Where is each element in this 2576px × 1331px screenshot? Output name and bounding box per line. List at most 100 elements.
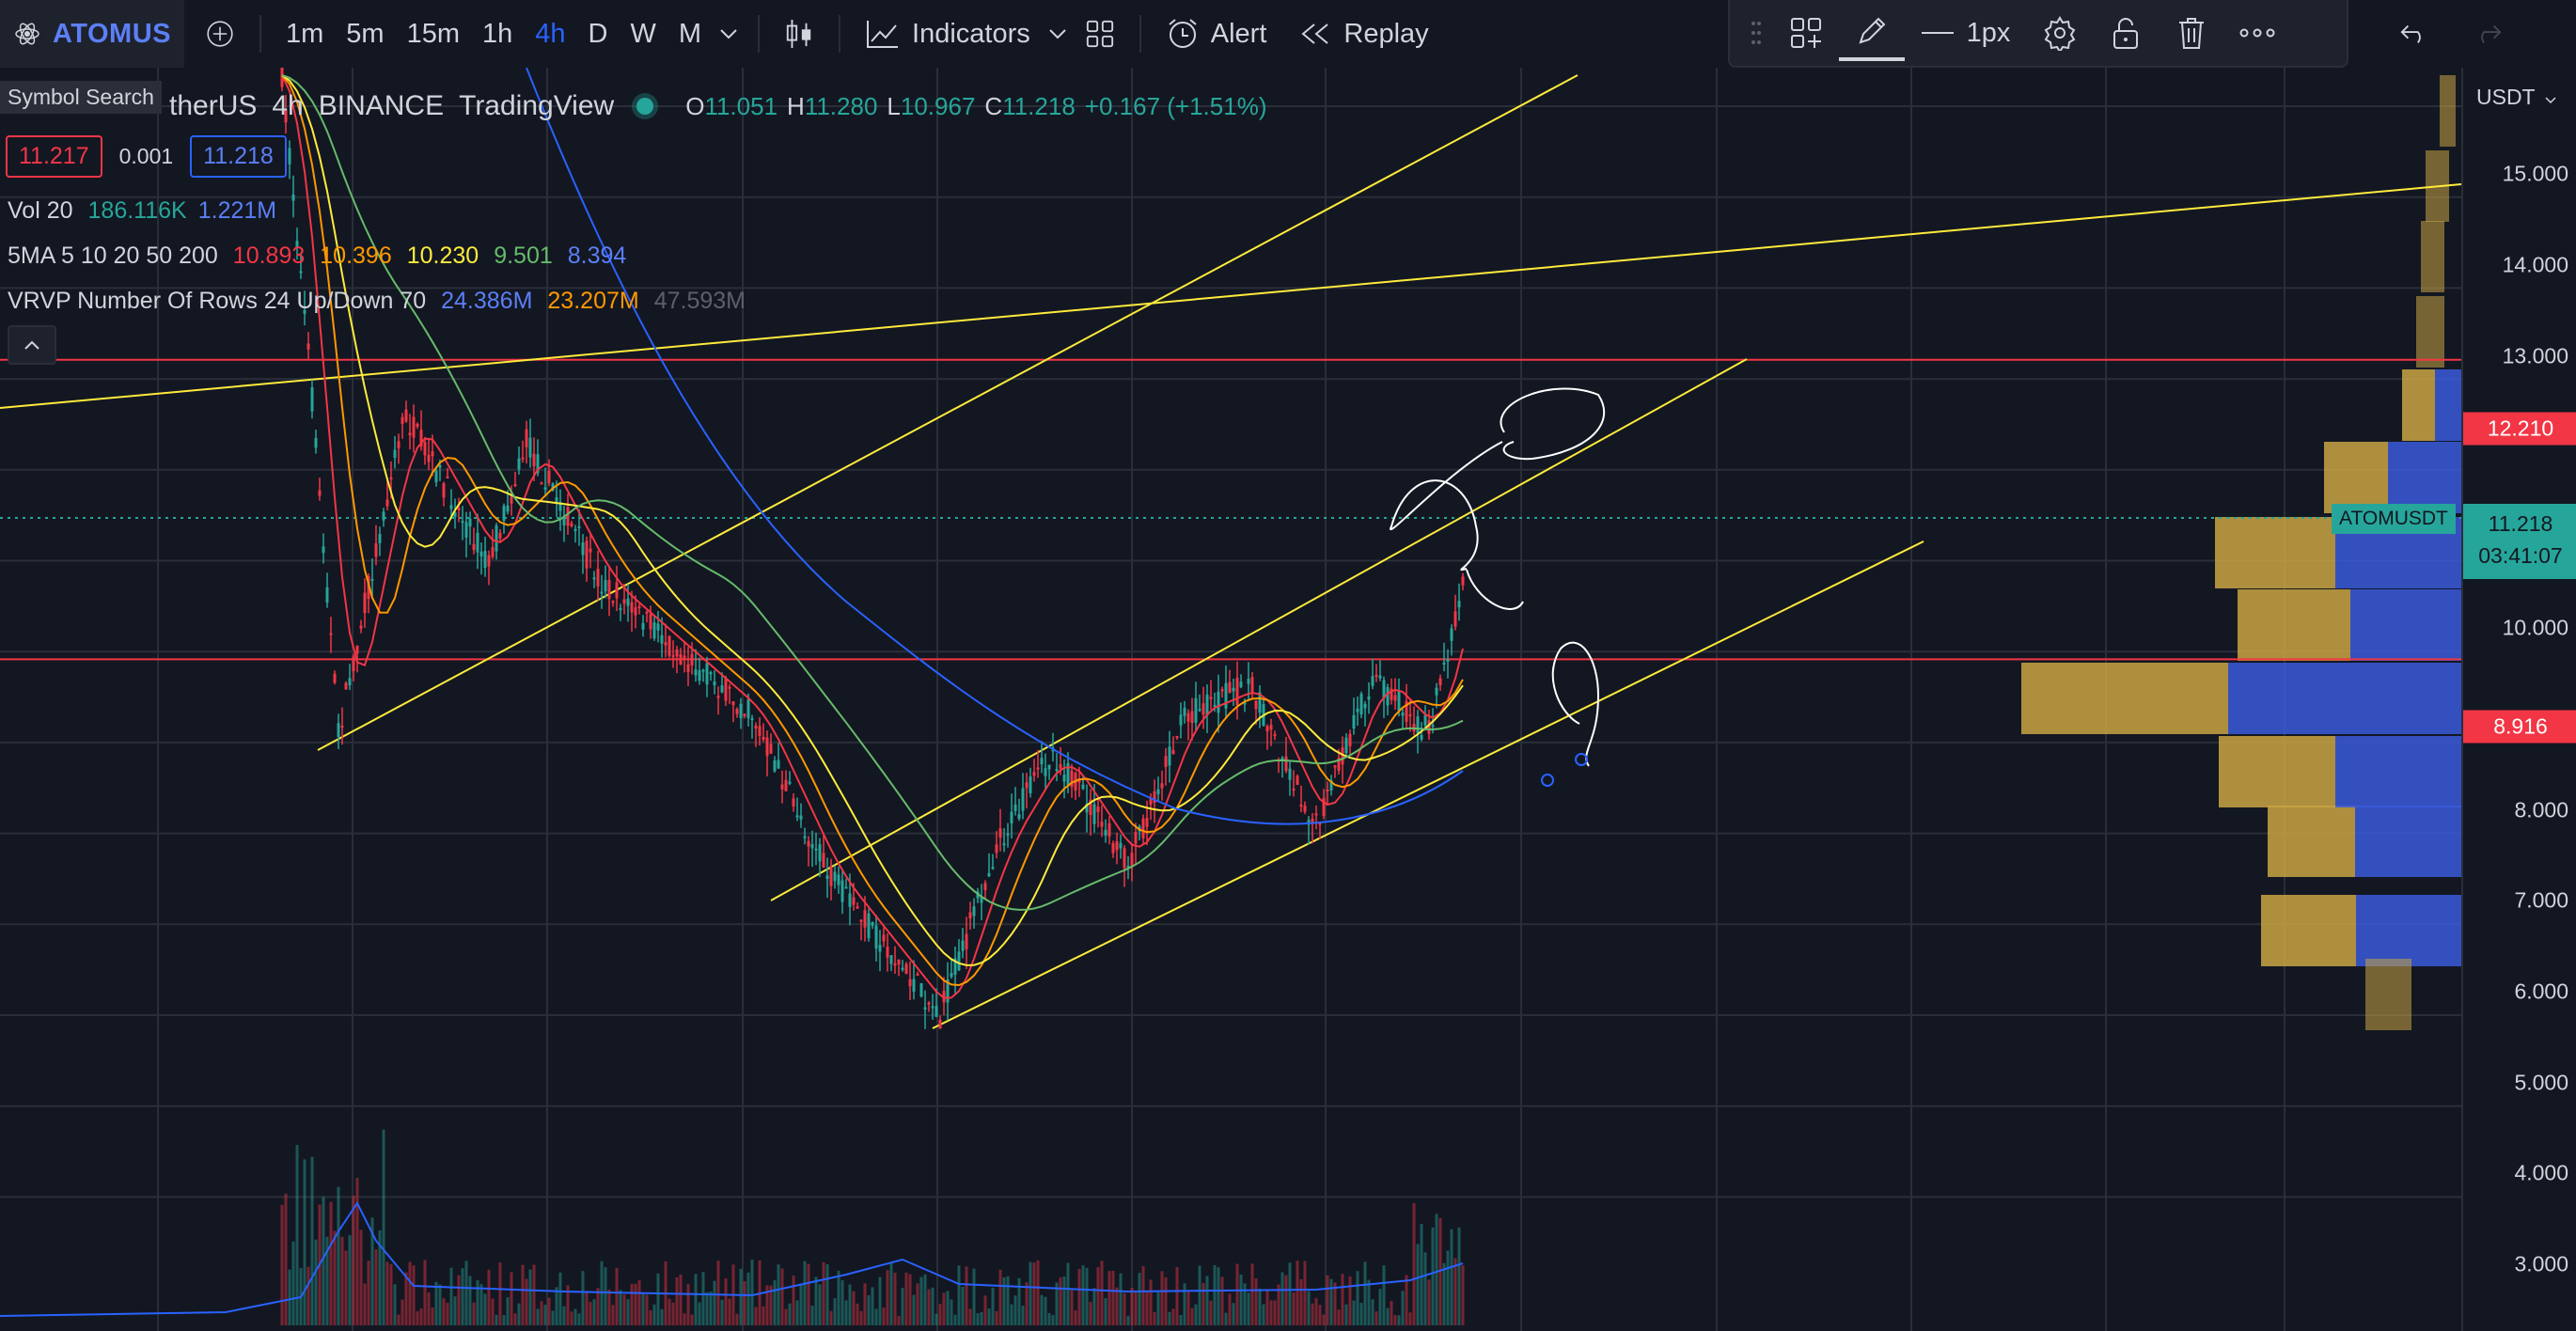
collapse-legend-button[interactable]: [8, 325, 56, 365]
redo-button[interactable]: [2461, 8, 2514, 60]
price-chart-canvas[interactable]: [0, 68, 2461, 1331]
volume-bar: [739, 1268, 743, 1325]
candle-body: [1269, 725, 1273, 730]
indicator-legend-vrvp[interactable]: VRVP Number Of Rows 24 Up/Down 70 24.386…: [8, 288, 746, 315]
volume-bar: [630, 1283, 634, 1325]
volume-bar: [619, 1290, 622, 1325]
volume-bar: [374, 1249, 378, 1325]
interval-5m[interactable]: 5m: [346, 18, 385, 49]
candle-body: [1202, 703, 1205, 715]
volume-ma-line: [0, 1201, 1464, 1317]
volume-bar: [1198, 1265, 1202, 1325]
volume-bar: [412, 1265, 416, 1325]
ma50-value: 9.501: [494, 243, 553, 269]
volume-profile-up-bar: [2219, 736, 2335, 807]
candle-body: [370, 578, 374, 581]
drag-handle[interactable]: [1739, 5, 1773, 61]
candle-body: [961, 940, 965, 951]
indicator-legend-volume[interactable]: Vol 20 186.116K 1.221M: [8, 197, 276, 225]
drag-dots-icon: [1751, 22, 1761, 44]
price-axis[interactable]: USDT 15.000 14.000 13.000 10.000 8.000 7…: [2461, 68, 2576, 1331]
candle-body: [1029, 776, 1032, 793]
candle-body: [1292, 788, 1296, 791]
replay-button[interactable]: Replay: [1287, 8, 1439, 60]
candle-body: [573, 528, 577, 531]
alert-button[interactable]: Alert: [1154, 8, 1279, 60]
candle-body: [344, 682, 348, 690]
market-status-dot[interactable]: [636, 98, 654, 115]
interval-1h[interactable]: 1h: [482, 18, 513, 49]
indicator-legend-ma[interactable]: 5MA 5 10 20 50 200 10.893 10.396 10.230 …: [8, 243, 626, 270]
candle-body: [495, 525, 498, 552]
toolbar-divider: [259, 15, 261, 53]
candle-body: [825, 875, 829, 880]
volume-bar: [472, 1302, 476, 1325]
candle-body: [1314, 813, 1318, 816]
volume-bar: [401, 1299, 404, 1325]
volume-bar: [1390, 1301, 1393, 1325]
interval-m[interactable]: M: [678, 18, 702, 49]
candle-body: [908, 979, 912, 987]
candle-body: [668, 635, 671, 656]
volume-profile-up-bar: [2416, 296, 2444, 368]
lock-button[interactable]: [2093, 5, 2159, 61]
price-tick: 7.000: [2514, 887, 2568, 913]
volume-bar: [1431, 1227, 1435, 1325]
buy-button[interactable]: 11.218: [190, 135, 287, 178]
indicators-button[interactable]: Indicators: [854, 8, 1042, 60]
volume-bar: [743, 1280, 746, 1325]
pen-color-button[interactable]: [1839, 5, 1905, 61]
indicators-dropdown-button[interactable]: [1042, 8, 1074, 60]
interval-dropdown-button[interactable]: [713, 8, 745, 60]
volume-bar: [495, 1314, 498, 1325]
volume-bar: [325, 1236, 329, 1325]
settings-button[interactable]: [2027, 5, 2093, 61]
volume-bar: [404, 1272, 408, 1325]
candle-body: [1393, 695, 1397, 701]
add-template-button[interactable]: [1773, 5, 1839, 61]
volume-bar: [510, 1272, 513, 1325]
volume-bar: [1175, 1266, 1179, 1325]
chart-pane[interactable]: [0, 68, 2461, 1331]
candle-body: [1186, 712, 1190, 722]
candle-body: [483, 551, 487, 569]
undo-button[interactable]: [2388, 8, 2441, 60]
interval-w[interactable]: W: [630, 18, 656, 49]
close-value: 11.218: [1002, 91, 1076, 120]
symbol-button[interactable]: ATOMUS: [0, 0, 184, 68]
interval-4h[interactable]: 4h: [535, 18, 566, 49]
interval-15m[interactable]: 15m: [406, 18, 460, 49]
candle-body: [724, 678, 728, 701]
more-button[interactable]: [2224, 5, 2290, 61]
volume-bar: [1021, 1306, 1025, 1325]
sell-button[interactable]: 11.217: [6, 135, 102, 178]
candle-body: [1348, 733, 1352, 746]
candle-body: [585, 540, 589, 569]
delete-button[interactable]: [2159, 5, 2224, 61]
templates-button[interactable]: [1074, 8, 1126, 60]
volume-bar: [1397, 1315, 1401, 1325]
volume-bar: [953, 1314, 957, 1325]
chart-type-button[interactable]: [773, 8, 825, 60]
compare-add-button[interactable]: [194, 8, 246, 60]
volume-bar: [946, 1291, 950, 1325]
volume-bar: [1171, 1308, 1175, 1325]
line-width-button[interactable]: 1px: [1905, 5, 2027, 61]
currency-selector[interactable]: USDT: [2476, 85, 2556, 110]
candle-body: [1220, 689, 1224, 692]
volume-bar: [570, 1311, 573, 1325]
interval-1m[interactable]: 1m: [285, 18, 324, 49]
bar-countdown: 03:41:07: [2478, 543, 2563, 568]
chevron-down-icon: [2545, 97, 2556, 104]
candle-body: [1032, 772, 1036, 776]
candle-body: [1416, 716, 1420, 734]
volume-bar: [754, 1307, 758, 1325]
legend-symbol[interactable]: therUS: [169, 90, 258, 121]
candle-body: [765, 737, 769, 757]
volume-bar: [1149, 1279, 1153, 1325]
interval-d[interactable]: D: [588, 18, 608, 49]
candlestick-icon: [786, 19, 811, 49]
volume-profile-up-bar: [2021, 663, 2228, 734]
volume-profile-up-bar: [2215, 517, 2335, 588]
volume-bar: [1070, 1290, 1074, 1325]
